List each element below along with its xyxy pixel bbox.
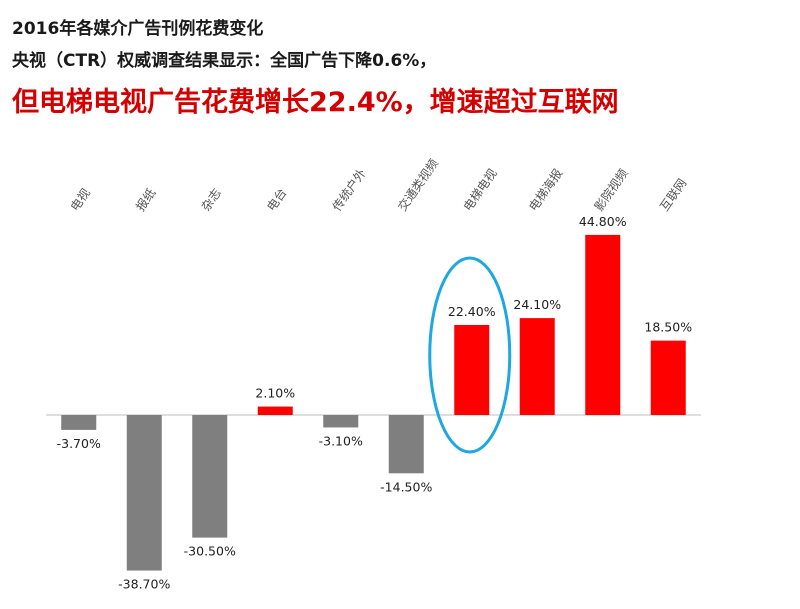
bar-4 <box>323 415 359 428</box>
category-label-3: 电台 <box>263 185 289 213</box>
chart-title: 2016年各媒介广告刊例花费变化 <box>12 19 264 39</box>
data-label-6: 22.40% <box>448 304 496 319</box>
data-label-1: -38.70% <box>118 577 170 592</box>
category-label-0: 电视 <box>67 185 93 213</box>
category-label-8: 影院视频 <box>591 166 631 214</box>
data-label-5: -14.50% <box>380 479 432 494</box>
bar-5 <box>388 415 424 474</box>
chart-subtitle: 央视（CTR）权威调查结果显示：全国广告下降0.6%， <box>12 51 437 71</box>
category-label-5: 交通类视频 <box>394 156 441 214</box>
data-label-9: 18.50% <box>644 320 692 335</box>
bar-3 <box>257 406 293 415</box>
bar-1 <box>126 415 162 571</box>
data-label-3: 2.10% <box>255 386 295 401</box>
data-label-2: -30.50% <box>184 544 236 559</box>
headline: 但电梯电视广告花费增长22.4%，增速超过互联网 <box>12 87 619 118</box>
data-label-4: -3.10% <box>319 433 363 448</box>
data-label-0: -3.70% <box>57 436 101 451</box>
bar-2 <box>192 415 228 538</box>
highlight-ellipse <box>428 256 512 454</box>
bar-9 <box>650 340 686 415</box>
bar-6 <box>454 324 490 415</box>
bar-0 <box>61 415 97 430</box>
bar-8 <box>585 234 621 415</box>
category-label-7: 电梯海报 <box>525 166 565 214</box>
category-label-1: 报纸 <box>132 185 158 213</box>
bar-7 <box>519 318 555 415</box>
data-label-8: 44.80% <box>579 214 627 229</box>
category-label-6: 电梯电视 <box>460 166 500 214</box>
category-label-2: 杂志 <box>199 186 224 214</box>
category-label-4: 传统户外 <box>329 166 369 214</box>
data-label-7: 24.10% <box>513 297 561 312</box>
category-label-9: 互联网 <box>657 176 689 214</box>
